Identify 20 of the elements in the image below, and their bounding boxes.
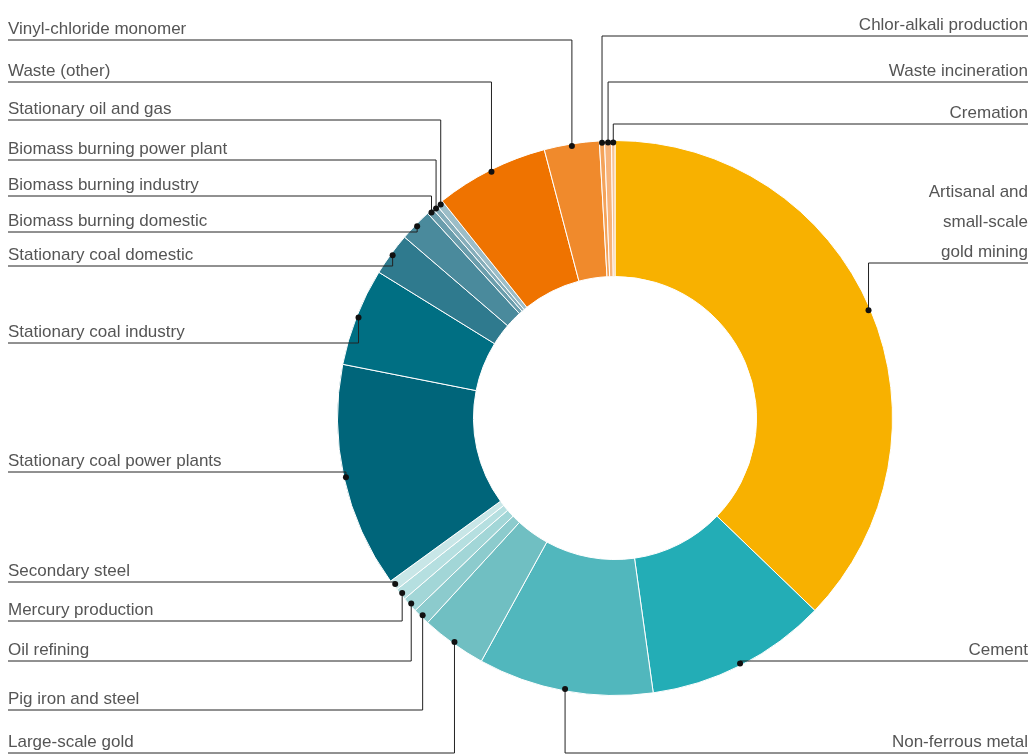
slice-label: Waste (other) [8,61,111,80]
slice-label: Stationary coal power plants [8,451,222,470]
slice-label: Non-ferrous metal [891,732,1028,751]
slice-label: Biomass burning domestic [8,211,208,230]
slice-label: Vinyl-chloride monomer [8,19,187,38]
slice-label: Large-scale gold [8,732,134,751]
slice-label: Oil refining [8,640,90,659]
slice-label: Stationary coal domestic [8,245,194,264]
slice-label: Artisanal and small-scale gold mining [928,182,1028,261]
slice-label: Chlor-alkali production [858,15,1028,34]
slice-label: Stationary oil and gas [8,99,172,118]
slice-label: Pig iron and steel [8,689,140,708]
slice-label: Stationary coal industry [8,322,186,341]
slice-label: Cremation [949,103,1028,122]
slice-label: Waste incineration [888,61,1028,80]
slice-label: Secondary steel [8,561,130,580]
slice-label: Cement [968,640,1029,659]
slice-label: Mercury production [8,600,154,619]
slice-label: Biomass burning power plant [8,139,228,158]
slice-label: Biomass burning industry [8,175,200,194]
